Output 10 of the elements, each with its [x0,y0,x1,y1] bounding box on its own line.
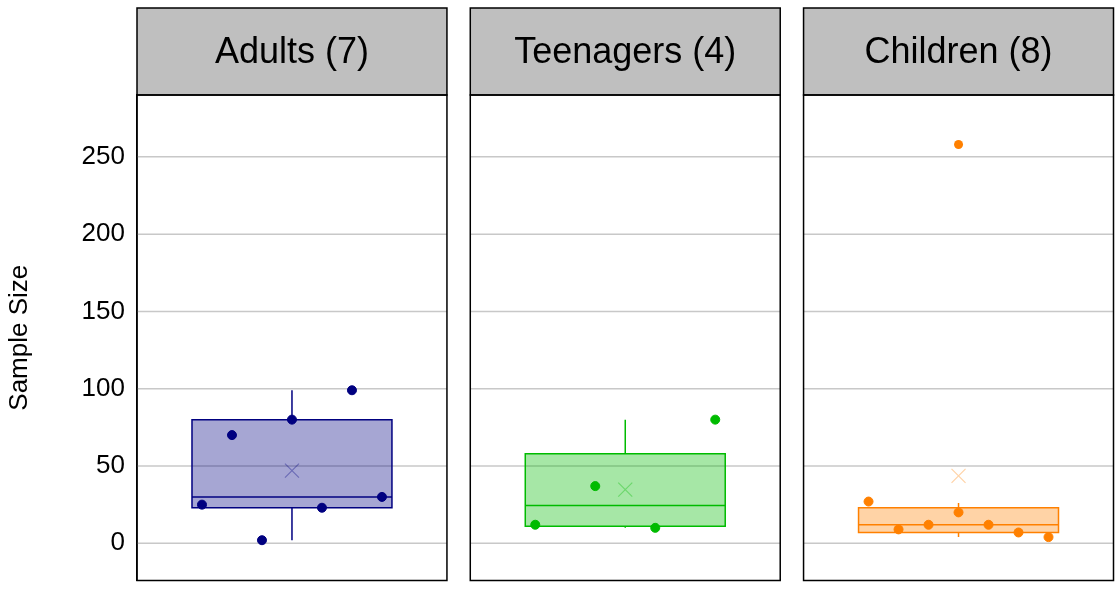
x-tick-label: Teenagers (4) [514,30,737,72]
y-tick-label: 150 [81,294,125,325]
y-tick-label: 100 [81,371,125,402]
y-tick-label: 200 [81,217,125,248]
x-tick-label: Adults (7) [214,30,369,72]
y-tick-label: 250 [81,140,125,171]
x-tick-label: Children (8) [864,30,1053,72]
y-axis-title: Sample Size [2,264,33,411]
y-tick-label: 50 [96,449,125,480]
y-tick-label: 0 [110,526,125,557]
